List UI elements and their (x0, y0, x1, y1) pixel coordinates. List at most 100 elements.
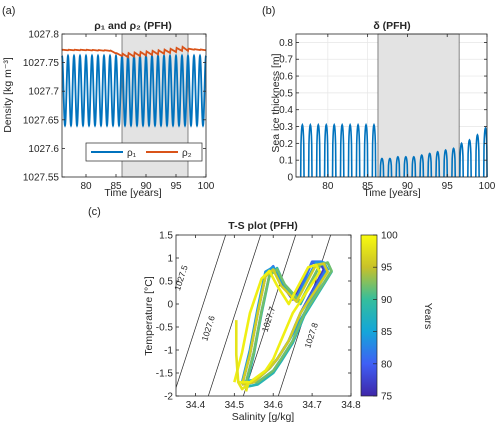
colorbar-tick-label: 100 (381, 231, 398, 242)
ice-thickness-bar (339, 122, 345, 178)
colorbar-tick-label: 85 (381, 327, 393, 338)
ice-thickness-bar (482, 126, 488, 178)
colorbar: 75 80 85 90 95 100 Years (360, 231, 434, 403)
density-contour-line (207, 235, 262, 396)
panel-c-ytick-label: -1 (164, 346, 173, 357)
panel-c-label: (c) (88, 206, 101, 218)
density-contour-label: 1027.5 (172, 264, 190, 292)
ice-thickness-bar (323, 122, 329, 178)
panel-b-ylabel: Sea ice thickness [m] (270, 53, 282, 152)
ice-thickness-bar (387, 157, 393, 178)
colorbar-label: Years (422, 303, 434, 329)
legend-label-rho1: ρ₁ (127, 148, 137, 159)
panel-c-ylabel: Temperature [°C] (143, 276, 155, 356)
ice-thickness-bar (403, 155, 409, 178)
panel-a-ytick-label: 1027.75 (23, 58, 60, 69)
panel-b-ytick-label: 0.1 (279, 156, 293, 167)
legend-label-rho2: ρ₂ (182, 148, 192, 159)
ts-drop-line (234, 320, 250, 392)
panel-b-xtick-label: 80 (322, 181, 334, 192)
panel-a-axes: 80 85 90 95 100 1027.55 1027.6 1027.65 1027.7 102… (23, 30, 215, 193)
panel-c-ytick-label: 1.5 (159, 231, 173, 242)
panel-c-xtick-label: 34.4 (186, 400, 206, 411)
colorbar-tick-label: 90 (381, 295, 393, 306)
panel-a-xlabel: Time [years] (104, 187, 161, 199)
series-line-rho2 (61, 45, 207, 59)
ice-thickness-bar (411, 155, 417, 178)
ice-thickness-bar (363, 122, 369, 178)
panel-b-ytick-label: 0.4 (279, 105, 293, 116)
panel-a-xtick-label: 80 (80, 181, 92, 192)
panel-b-xlabel: Time [years] (363, 187, 420, 199)
ice-thickness-bar (299, 122, 305, 178)
panel-a-xtick-label: 85 (110, 181, 122, 192)
panel-a-ylabel: Density [kg m⁻³] (2, 57, 14, 133)
panel-a-frame (61, 33, 207, 178)
panel-c-xtick-label: 34.6 (263, 400, 283, 411)
panel-c-xtick-label: 34.8 (341, 400, 361, 411)
panel-b-title: δ (PFH) (373, 20, 410, 32)
ice-thickness-bar (419, 154, 425, 178)
panel-b-xtick-label: 85 (362, 181, 374, 192)
ice-thickness-bar (379, 157, 385, 178)
panel-c-frame (175, 234, 352, 397)
panel-a-title: ρ₁ and ρ₂ (PFH) (94, 20, 171, 32)
panel-b-ytick-label: 0.2 (279, 139, 293, 150)
ice-thickness-bar (331, 122, 337, 178)
ice-thickness-bar (395, 155, 401, 178)
shaded-period-rect (377, 33, 460, 178)
panel-c-ytick-label: -2 (164, 392, 173, 403)
colorbar-tick-label: 80 (381, 359, 393, 370)
panel-b-ytick-label: 0.3 (279, 122, 293, 133)
panel-c-title: T-S plot (PFH) (228, 220, 297, 232)
ice-thickness-bar (371, 122, 377, 178)
panel-c-ts-loops (233, 260, 333, 392)
panel-a-ytick-label: 1027.6 (28, 144, 59, 155)
legend-box (85, 142, 203, 162)
ice-thickness-bar (459, 141, 464, 178)
panel-b-xtick-label: 100 (479, 181, 496, 192)
ice-thickness-bar (355, 122, 361, 178)
panel-b-shaded-period (377, 33, 460, 178)
panel-c-ytick-label: 0 (167, 300, 173, 311)
panel-a-series (61, 45, 207, 128)
panel-a-ytick-label: 1027.55 (23, 173, 60, 184)
panel-a-xtick-label: 90 (140, 181, 152, 192)
panel-c-ytick-label: 0.5 (159, 277, 173, 288)
colorbar-tick-label: 95 (381, 263, 393, 274)
colorbar-ticks: 75 80 85 90 95 100 (373, 231, 398, 403)
panel-a: (a) ρ₁ and ρ₂ (PFH) 80 85 90 95 100 1027.55 10… (2, 5, 215, 199)
ts-loop-line (233, 263, 322, 384)
ice-thickness-bar (315, 122, 321, 178)
panel-c-axes: 34.4 34.5 34.6 34.7 34.8 -2 -1.5 -1 -0.5 0 0.5 1 1.5 (156, 231, 361, 412)
ice-thickness-bar (347, 122, 353, 178)
ice-thickness-bar (467, 138, 472, 178)
panel-c-ytick-label: -0.5 (156, 323, 174, 334)
colorbar-gradient (360, 234, 378, 397)
panel-b-bars (299, 122, 488, 178)
panel-a-ytick-label: 1027.65 (23, 115, 60, 126)
panel-b-axes: 80 85 90 95 100 0 0.1 0.2 0.3 0.4 0.5 0.6 0.7 0.8 (279, 33, 496, 192)
panel-b-label: (b) (262, 5, 275, 17)
panel-a-ytick-label: 1027.7 (28, 87, 59, 98)
panel-a-label: (a) (2, 5, 15, 17)
density-contour-label: 1027.8 (302, 321, 320, 349)
ice-thickness-bar (435, 150, 441, 178)
panel-c-density-contours (176, 235, 332, 396)
panel-b-ytick-label: 0.6 (279, 72, 293, 83)
panel-b-ytick-label: 0.5 (279, 88, 293, 99)
panel-a-legend: ρ₁ ρ₂ (85, 142, 203, 162)
panel-a-xtick-label: 100 (198, 181, 215, 192)
panel-b-ytick-label: 0.8 (279, 38, 293, 49)
ice-thickness-bar (307, 122, 313, 178)
panel-c-ytick-label: 1 (167, 254, 173, 265)
panel-b-xtick-label: 95 (442, 181, 454, 192)
panel-b-ytick-label: 0 (287, 173, 293, 184)
ice-thickness-bar (443, 148, 449, 178)
panel-c-xlabel: Salinity [g/kg] (232, 411, 295, 423)
panel-b-ytick-label: 0.7 (279, 55, 293, 66)
ice-thickness-bar (427, 152, 433, 178)
density-contour-label: 1027.6 (199, 314, 217, 342)
panel-c-xtick-label: 34.7 (302, 400, 322, 411)
